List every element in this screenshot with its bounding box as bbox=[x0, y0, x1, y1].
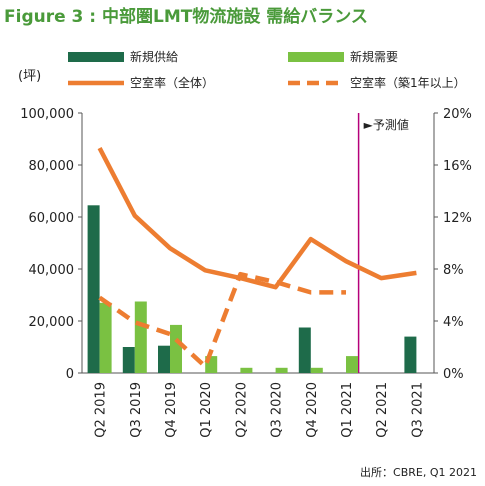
y-tick-label-left: 100,000 bbox=[20, 107, 74, 122]
bar-new-demand bbox=[99, 302, 112, 373]
x-tick-label: Q4 2019 bbox=[164, 382, 179, 438]
y-tick-label-left: 60,000 bbox=[29, 211, 75, 226]
y-tick-label-right: 12% bbox=[443, 211, 472, 226]
bar-new-demand bbox=[275, 367, 288, 373]
x-tick-label: Q3 2020 bbox=[270, 382, 285, 438]
y-tick-label-right: 8% bbox=[443, 263, 464, 278]
x-tick-label: Q2 2020 bbox=[234, 382, 249, 438]
legend-swatch bbox=[288, 52, 344, 62]
y-tick-label-right: 4% bbox=[443, 315, 464, 330]
x-tick-label: Q1 2020 bbox=[199, 382, 214, 438]
y-tick-label-left: 40,000 bbox=[29, 263, 75, 278]
y-tick-label-right: 20% bbox=[443, 107, 472, 122]
bar-new-supply bbox=[87, 205, 100, 373]
axis-labels: 0 20,000 40,000 60,000 80,000 100,000 0% 4% 8% 12… bbox=[18, 69, 472, 438]
bar-new-demand bbox=[240, 367, 253, 373]
legend-label: 新規供給 bbox=[130, 49, 178, 64]
line-vacancy-all bbox=[97, 147, 417, 290]
x-tick-label: Q2 2019 bbox=[94, 382, 109, 438]
legend-label: 空室率（全体） bbox=[130, 75, 214, 90]
bar-new-demand bbox=[310, 367, 323, 373]
bar-new-demand bbox=[170, 324, 182, 373]
x-tick-label: Q3 2019 bbox=[129, 382, 144, 438]
x-tick-label: Q3 2021 bbox=[410, 382, 425, 438]
line-vacancy-1yr-plus bbox=[98, 271, 346, 369]
y-unit-label: (坪) bbox=[18, 69, 41, 84]
bars bbox=[87, 205, 417, 373]
y-tick-label-left: 80,000 bbox=[29, 159, 75, 174]
x-tick-label: Q1 2021 bbox=[340, 382, 355, 438]
y-tick-label-left: 20,000 bbox=[29, 315, 75, 330]
y-tick-label-right: 16% bbox=[443, 159, 472, 174]
bar-new-supply bbox=[122, 347, 135, 373]
x-tick-label: Q4 2020 bbox=[305, 382, 320, 438]
y-tick-label-right: 0% bbox=[443, 367, 464, 382]
bar-new-demand bbox=[134, 301, 147, 373]
x-tick-label: Q2 2021 bbox=[375, 382, 390, 438]
lines bbox=[97, 147, 417, 369]
legend-swatch bbox=[68, 52, 124, 62]
bar-new-supply bbox=[298, 327, 311, 373]
bar-new-supply bbox=[158, 345, 170, 373]
figure-title: Figure 3 : 中部圏LMT物流施設 需給バランス bbox=[4, 7, 368, 27]
axes bbox=[78, 112, 438, 374]
bar-new-demand bbox=[346, 356, 358, 373]
legend-label: 新規需要 bbox=[350, 49, 398, 64]
forecast-label: ►予測値 bbox=[364, 117, 409, 132]
bar-new-supply bbox=[404, 336, 417, 373]
y-tick-label-left: 0 bbox=[66, 367, 74, 382]
legend-label: 空室率（築1年以上） bbox=[350, 75, 466, 90]
source-note: 出所：CBRE, Q1 2021 bbox=[360, 466, 477, 479]
